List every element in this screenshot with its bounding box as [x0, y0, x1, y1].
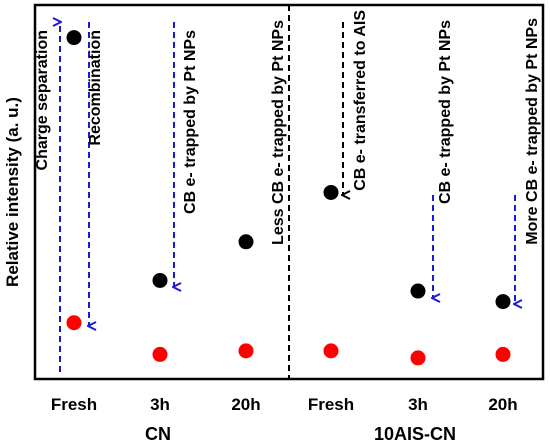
black-point — [410, 283, 426, 299]
data-points — [66, 30, 511, 366]
annotation-label: CB e- transferred to AIS — [352, 10, 369, 191]
black-point — [66, 30, 82, 46]
x-tick-label: Fresh — [51, 395, 97, 414]
annotation-label: More CB e- trapped by Pt NPs — [524, 18, 541, 245]
annotation-label: CB e- trapped by Pt NPs — [437, 20, 454, 204]
black-point — [152, 272, 168, 288]
x-tick-label: 20h — [231, 395, 260, 414]
red-point — [152, 346, 168, 362]
red-point — [495, 346, 511, 362]
x-tick-label: 3h — [408, 395, 428, 414]
y-axis-label: Relative intensity (a. u.) — [3, 97, 22, 287]
x-tick-label: Fresh — [308, 395, 354, 414]
black-point — [238, 234, 254, 250]
annotations: Charge separation Recombination CB e- trap… — [34, 10, 541, 372]
group-label-10ais-cn: 10AIS-CN — [374, 424, 456, 444]
x-tick-label: 3h — [150, 395, 170, 414]
annotation-label: Charge separation — [34, 30, 51, 170]
red-point — [66, 315, 82, 331]
x-tick-label: 20h — [488, 395, 517, 414]
group-label-cn: CN — [145, 424, 171, 444]
plot-frame — [33, 3, 545, 381]
black-point — [323, 184, 339, 200]
red-point — [410, 350, 426, 366]
annotation-label: Recombination — [87, 30, 104, 146]
red-point — [323, 343, 339, 359]
x-axis-ticks: Fresh 3h 20h Fresh 3h 20h — [51, 395, 518, 414]
red-point — [238, 343, 254, 359]
black-point — [495, 294, 511, 310]
annotation-label: CB e- trapped by Pt NPs — [182, 30, 199, 214]
annotation-label: Less CB e- trapped by Pt NPs — [270, 20, 287, 245]
